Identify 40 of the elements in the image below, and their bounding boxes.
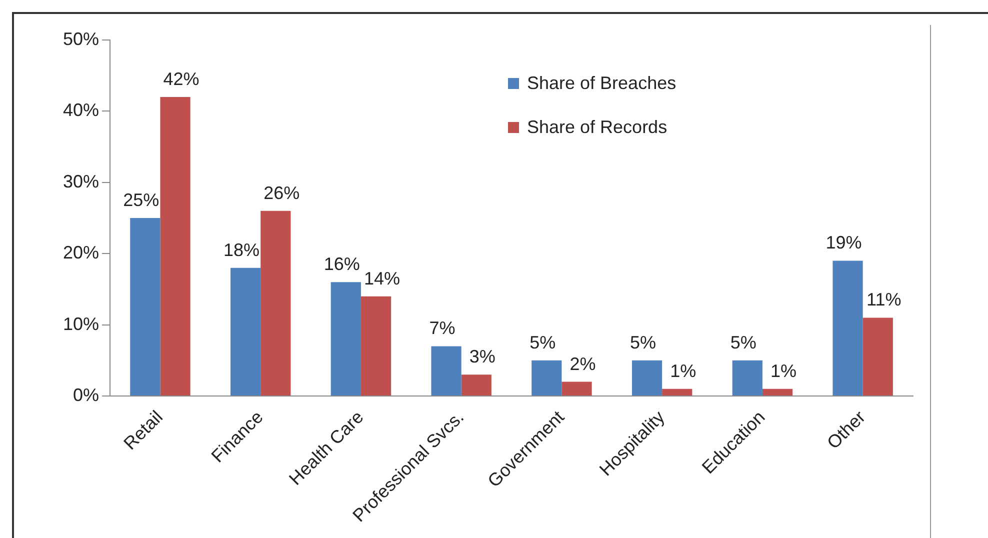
- data-label: 42%: [163, 68, 200, 89]
- bar: [662, 388, 692, 396]
- data-label: 25%: [123, 190, 160, 210]
- data-label: 1%: [770, 360, 797, 381]
- bar: [260, 210, 291, 396]
- data-label: 1%: [670, 360, 696, 381]
- data-label: 5%: [730, 332, 756, 352]
- bar: [532, 360, 562, 396]
- bar: [862, 318, 893, 396]
- y-tick-label: 30%: [62, 171, 100, 192]
- data-label: 26%: [264, 182, 300, 203]
- bar: [431, 346, 462, 396]
- data-label: 5%: [530, 332, 556, 352]
- bar: [330, 282, 361, 396]
- bar: [832, 260, 863, 396]
- bar: [461, 374, 492, 396]
- legend-label: Share of Records: [527, 116, 668, 138]
- data-label: 18%: [224, 240, 260, 260]
- legend-label: Share of Breaches: [527, 72, 676, 94]
- data-label: 7%: [429, 318, 456, 338]
- y-tick-label: 0%: [73, 385, 100, 405]
- bar: [130, 218, 160, 396]
- data-label: 19%: [826, 232, 862, 253]
- data-label: 16%: [324, 254, 360, 274]
- y-tick-label: 10%: [62, 314, 100, 334]
- bar: [230, 268, 261, 396]
- data-label: 2%: [570, 354, 596, 374]
- y-tick-label: 40%: [62, 100, 100, 120]
- data-label: 3%: [469, 346, 496, 367]
- bar: [360, 296, 392, 396]
- data-label: 11%: [866, 290, 902, 310]
- data-label: 5%: [630, 332, 656, 352]
- y-tick-label: 20%: [62, 242, 100, 263]
- bar: [160, 96, 190, 396]
- bar: [632, 360, 662, 396]
- bar: [562, 382, 592, 396]
- bar: [732, 360, 762, 396]
- data-label: 14%: [364, 268, 400, 288]
- y-tick-label: 50%: [62, 28, 100, 49]
- bar: [762, 388, 793, 396]
